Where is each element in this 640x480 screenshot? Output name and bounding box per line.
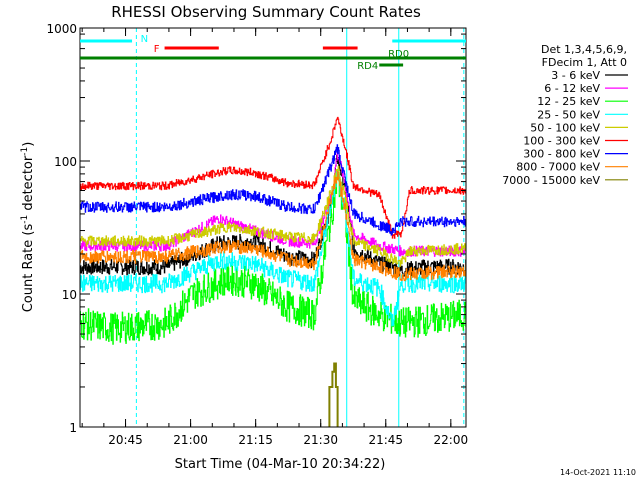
legend-label-5: 100 - 300 keV xyxy=(523,135,600,148)
x-axis-label: Start Time (04-Mar-10 20:34:22) xyxy=(175,457,386,472)
legend-header-0: Det 1,3,4,5,6,9, xyxy=(541,43,627,56)
timestamp: 14-Oct-2021 11:10 xyxy=(560,468,636,477)
annotation-label-3: RD4 xyxy=(357,61,378,72)
series-line-7 xyxy=(80,171,466,282)
chart-title: RHESSI Observing Summary Count Rates xyxy=(111,3,421,21)
x-tick-label-3: 21:30 xyxy=(303,433,338,447)
y-tick-label-2: 100 xyxy=(54,155,77,169)
y-tick-label-0: 1 xyxy=(69,421,77,435)
annotation-label-2: RD0 xyxy=(388,49,409,60)
x-tick-label-0: 20:45 xyxy=(108,433,143,447)
legend-header-1: FDecim 1, Att 0 xyxy=(542,56,627,69)
y-axis-label-part2: detector xyxy=(21,155,36,215)
legend-label-6: 300 - 800 keV xyxy=(523,148,600,161)
series-line-3 xyxy=(80,169,466,327)
series-line-5 xyxy=(80,116,466,239)
y-tick-label-1: 10 xyxy=(62,288,77,302)
x-tick-label-1: 21:00 xyxy=(173,433,208,447)
series-line-4 xyxy=(80,165,466,267)
y-tick-label-3: 1000 xyxy=(46,22,77,36)
legend-label-3: 25 - 50 keV xyxy=(537,108,600,121)
x-tick-label-4: 21:45 xyxy=(368,433,403,447)
y-axis-ticks: 1 10 100 1000 xyxy=(46,22,466,435)
plot-frame xyxy=(79,27,467,428)
legend-label-1: 6 - 12 keV xyxy=(544,82,600,95)
legend: Det 1,3,4,5,6,9,FDecim 1, Att 03 - 6 keV… xyxy=(502,43,628,187)
x-axis-ticks: 20:45 21:00 21:15 21:30 21:45 22:00 xyxy=(81,28,469,447)
y-axis-label-sup2: -1 xyxy=(20,147,30,156)
series-line-6 xyxy=(80,144,466,236)
series-line-8 xyxy=(328,362,339,427)
y-axis-label: Count Rate (s-1 detector-1) xyxy=(20,142,36,313)
y-axis-label-part3: ) xyxy=(21,142,36,147)
instrument-state-annotations: NF RD0 RD4 xyxy=(80,34,466,72)
plot-area xyxy=(80,28,466,427)
series-line-2 xyxy=(80,170,466,345)
legend-label-7: 800 - 7000 keV xyxy=(516,161,600,174)
legend-label-2: 12 - 25 keV xyxy=(537,95,600,108)
y-axis-label-part1: Count Rate (s xyxy=(21,224,36,313)
x-tick-label-2: 21:15 xyxy=(238,433,273,447)
y-axis-label-sup1: -1 xyxy=(20,215,30,224)
annotation-label-0: N xyxy=(141,34,148,45)
series-line-0 xyxy=(80,154,466,279)
legend-label-0: 3 - 6 keV xyxy=(551,69,600,82)
legend-label-8: 7000 - 15000 keV xyxy=(502,174,600,187)
x-tick-label-5: 22:00 xyxy=(434,433,469,447)
annotation-label-1: F xyxy=(154,44,160,55)
legend-label-4: 50 - 100 keV xyxy=(530,121,600,134)
